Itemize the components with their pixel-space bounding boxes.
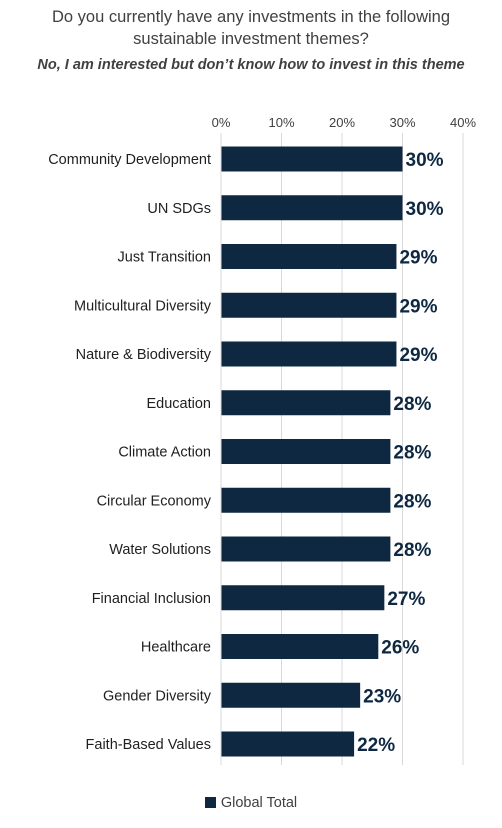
bar: [221, 390, 391, 416]
legend-swatch: [204, 797, 216, 808]
category-label: Financial Inclusion: [92, 591, 211, 607]
chart-title-line-2: sustainable investment themes?: [133, 30, 369, 48]
legend: Global Total: [0, 795, 502, 811]
bar: [221, 439, 391, 464]
value-label: 29%: [399, 345, 437, 366]
bar: [221, 634, 379, 659]
value-label: 29%: [399, 248, 437, 269]
bar: [221, 536, 391, 562]
bar: [221, 292, 397, 318]
x-tick-label: 40%: [450, 115, 476, 130]
bar: [221, 146, 403, 172]
value-label: 23%: [363, 686, 401, 707]
category-label: Community Development: [48, 152, 211, 168]
value-label: 28%: [393, 394, 431, 415]
value-label: 30%: [406, 199, 444, 220]
x-tick-label: 0%: [212, 115, 231, 130]
value-label: 28%: [393, 540, 431, 561]
value-label: 30%: [406, 150, 444, 171]
category-label: Gender Diversity: [103, 688, 212, 704]
category-label: Just Transition: [118, 250, 212, 266]
bar: [221, 585, 385, 611]
x-tick-label: 30%: [389, 115, 415, 130]
chart-title: Do you currently have any investments in…: [0, 6, 502, 50]
category-label: Healthcare: [141, 640, 211, 656]
value-label: 27%: [387, 589, 425, 610]
bar: [221, 682, 361, 708]
value-label: 28%: [393, 443, 431, 464]
category-label: UN SDGs: [147, 201, 211, 217]
category-label: Faith-Based Values: [86, 737, 211, 753]
x-tick-label: 10%: [268, 115, 294, 130]
value-label: 22%: [357, 735, 395, 756]
category-label: Education: [147, 396, 212, 412]
legend-label: Global Total: [220, 795, 298, 811]
category-label: Circular Economy: [97, 493, 212, 509]
category-label: Nature & Biodiversity: [76, 347, 212, 363]
x-tick-label: 20%: [329, 115, 355, 130]
category-label: Water Solutions: [109, 542, 211, 558]
chart-subtitle: No, I am interested but don’t know how t…: [37, 57, 465, 73]
bar: [221, 487, 391, 513]
category-label: Climate Action: [118, 445, 211, 461]
bar: [221, 341, 397, 367]
value-label: 28%: [393, 491, 431, 512]
value-label: 29%: [399, 296, 437, 317]
category-label: Multicultural Diversity: [74, 298, 212, 314]
bar: [221, 731, 355, 757]
bar: [221, 195, 403, 221]
value-label: 26%: [381, 638, 419, 659]
chart-title-line-1: Do you currently have any investments in…: [51, 8, 451, 26]
bar: [221, 244, 397, 269]
